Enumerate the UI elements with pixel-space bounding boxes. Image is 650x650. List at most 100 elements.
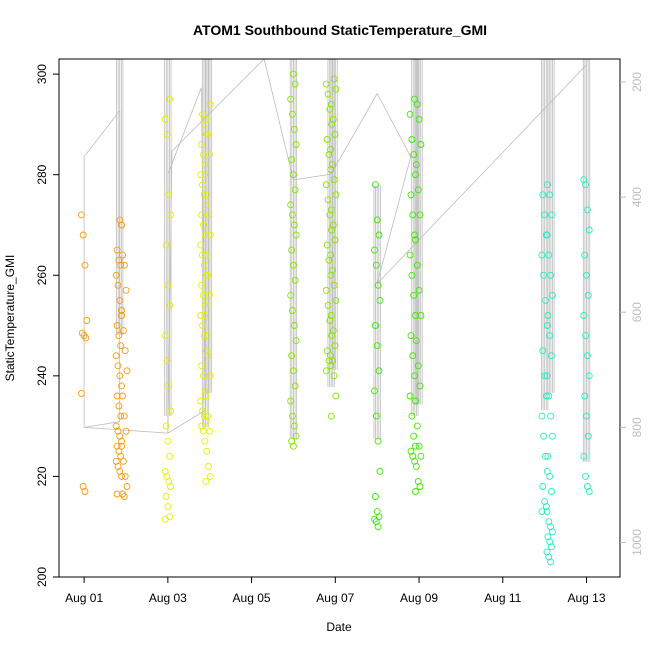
data-point xyxy=(199,322,206,329)
data-point xyxy=(200,332,208,340)
data-point xyxy=(548,352,555,360)
data-point xyxy=(117,412,125,420)
data-point xyxy=(547,523,555,531)
data-point xyxy=(327,412,335,420)
data-point xyxy=(371,322,379,329)
data-point xyxy=(326,105,334,113)
pressure-layer xyxy=(83,58,591,462)
data-point xyxy=(166,452,174,460)
data-point xyxy=(164,437,172,445)
data-point xyxy=(329,327,337,335)
data-point xyxy=(331,236,339,244)
data-point xyxy=(540,432,548,440)
data-point xyxy=(289,70,297,78)
data-point xyxy=(412,171,419,179)
data-point xyxy=(546,332,554,340)
data-point xyxy=(545,392,553,400)
data-point xyxy=(200,191,208,199)
data-point xyxy=(161,467,169,475)
data-point xyxy=(580,312,588,319)
data-point xyxy=(330,176,338,184)
x-tick-label: Aug 07 xyxy=(316,591,354,605)
data-point xyxy=(202,115,210,123)
data-point xyxy=(544,533,552,541)
data-point xyxy=(83,317,91,324)
data-point xyxy=(115,256,123,264)
data-point xyxy=(291,186,299,194)
data-point xyxy=(417,312,425,319)
data-point xyxy=(544,312,552,319)
y-axis-label: StaticTemperature_GMI xyxy=(3,255,17,382)
data-point xyxy=(205,291,213,299)
data-point xyxy=(548,291,556,299)
data-point xyxy=(162,241,170,249)
data-point xyxy=(412,462,420,470)
data-point xyxy=(121,472,129,480)
data-point xyxy=(324,301,332,309)
data-point xyxy=(205,151,213,159)
data-point xyxy=(161,115,169,123)
data-point xyxy=(197,241,205,249)
data-point xyxy=(542,392,550,400)
data-point xyxy=(163,357,171,365)
data-point xyxy=(120,261,128,269)
data-point xyxy=(415,286,423,294)
data-point xyxy=(201,312,209,319)
data-point xyxy=(585,372,593,380)
data-point xyxy=(332,85,340,93)
y-axis: 200 220 240 260 280 300 xyxy=(35,64,59,587)
data-point xyxy=(77,211,85,219)
data-point xyxy=(292,141,300,148)
data-point xyxy=(202,251,210,259)
data-point xyxy=(322,80,330,88)
data-point xyxy=(407,191,415,199)
data-point xyxy=(118,312,126,319)
data-point xyxy=(581,392,589,400)
data-point xyxy=(412,397,419,405)
data-point xyxy=(414,186,422,194)
x-tick-label: Aug 09 xyxy=(400,591,438,605)
data-point xyxy=(119,327,127,335)
data-point xyxy=(113,392,121,400)
data-point xyxy=(583,271,590,279)
data-point xyxy=(198,141,206,148)
data-point xyxy=(123,483,131,490)
data-point xyxy=(541,211,549,219)
data-point xyxy=(116,296,124,304)
data-point xyxy=(114,462,122,470)
data-point xyxy=(115,402,123,410)
x-axis: Aug 01 Aug 03 Aug 05 Aug 07 Aug 09 Aug 11 Aug … xyxy=(65,577,606,605)
data-point xyxy=(202,392,210,400)
data-point xyxy=(163,472,171,480)
data-point xyxy=(166,95,174,103)
data-point xyxy=(330,75,338,83)
data-point xyxy=(288,156,296,164)
y-tick-label: 200 xyxy=(35,567,49,587)
data-point xyxy=(327,362,335,370)
data-point xyxy=(161,515,169,523)
data-point xyxy=(164,281,172,289)
data-point xyxy=(375,231,383,239)
data-point xyxy=(374,281,382,289)
data-point xyxy=(582,332,590,340)
data-point xyxy=(205,462,212,470)
data-point xyxy=(332,191,340,199)
data-point xyxy=(202,417,210,425)
data-point xyxy=(199,372,207,380)
data-point xyxy=(116,467,124,475)
data-point xyxy=(412,337,420,345)
data-point xyxy=(201,437,209,445)
data-point xyxy=(289,307,296,314)
data-point xyxy=(122,286,130,294)
data-point xyxy=(410,151,418,159)
data-point xyxy=(289,110,296,118)
data-point xyxy=(203,191,211,199)
data-point xyxy=(330,281,338,289)
data-point xyxy=(289,367,297,375)
data-point xyxy=(200,412,208,420)
data-point xyxy=(543,508,551,516)
data-point xyxy=(322,286,330,294)
data-point xyxy=(79,483,87,490)
data-point xyxy=(201,231,209,239)
data-point xyxy=(291,382,299,390)
